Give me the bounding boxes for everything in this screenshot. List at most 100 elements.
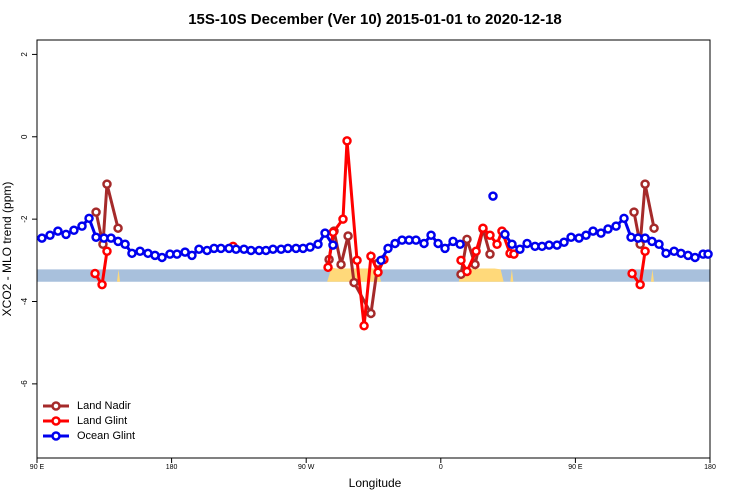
legend-label: Land Glint (77, 415, 127, 427)
data-point (507, 239, 517, 250)
data-point (328, 227, 338, 238)
data-point (383, 243, 393, 254)
data-point (500, 229, 510, 240)
data-point (61, 229, 71, 240)
data-point (268, 244, 278, 254)
x-tick-label: 90 E (568, 464, 583, 471)
data-point (231, 244, 241, 254)
legend-label: Land Nadir (77, 400, 131, 412)
x-tick-label: 180 (704, 464, 716, 471)
y-tick-label: -4 (20, 297, 29, 305)
data-point (611, 221, 621, 231)
data-point (283, 243, 293, 254)
data-point (246, 245, 256, 256)
data-point (91, 207, 101, 217)
land-area (510, 269, 514, 282)
data-point (37, 233, 47, 243)
data-point (97, 279, 107, 290)
data-point (135, 246, 145, 257)
x-tick-label: 180 (166, 464, 178, 471)
data-point (661, 248, 671, 259)
y-tick-label: 0 (20, 134, 29, 139)
data-point (90, 268, 100, 279)
x-tick-label: 90 W (298, 464, 315, 471)
data-point (342, 136, 352, 146)
data-point (492, 239, 502, 250)
y-tick-label: -6 (20, 380, 29, 388)
data-point (106, 233, 116, 243)
data-point (172, 249, 182, 259)
y-axis-label: XCO2 - MLO trend (ppm) (0, 182, 14, 317)
data-point (419, 238, 429, 249)
land-area (650, 269, 654, 282)
data-point (376, 255, 386, 266)
data-point (456, 255, 466, 266)
x-axis-label: Longitude (349, 476, 402, 490)
data-point (485, 249, 495, 259)
data-point (629, 207, 639, 217)
data-point (471, 246, 481, 257)
series-line (94, 183, 120, 245)
data-point (640, 179, 650, 189)
data-point (462, 234, 472, 245)
data-point (455, 239, 465, 250)
data-point (69, 225, 79, 236)
data-point (328, 240, 338, 250)
data-point (102, 179, 112, 189)
data-point (522, 238, 532, 249)
data-point (91, 232, 101, 243)
y-tick-label: 2 (20, 52, 29, 57)
data-point (102, 246, 112, 257)
x-tick-label: 90 E (30, 464, 45, 471)
data-point (649, 223, 659, 233)
data-point (515, 244, 525, 254)
data-point (349, 277, 359, 288)
data-point (366, 251, 376, 261)
data-point (352, 255, 362, 266)
chart-title: 15S-10S December (Ver 10) 2015-01-01 to … (188, 11, 562, 28)
data-point (559, 237, 569, 247)
y-tick-label: -2 (20, 215, 29, 223)
data-point (113, 223, 123, 233)
data-point (343, 231, 353, 241)
data-point (433, 238, 443, 249)
data-point (566, 232, 576, 243)
data-point (619, 213, 629, 224)
data-point (478, 223, 488, 233)
data-point (603, 224, 613, 234)
data-point (588, 226, 598, 236)
data-point (544, 240, 554, 250)
data-point (336, 259, 346, 270)
data-point (596, 228, 606, 238)
data-point (411, 235, 421, 245)
data-point (359, 321, 369, 331)
data-point (635, 279, 645, 290)
data-point (640, 246, 650, 257)
data-point (127, 248, 137, 259)
legend-marker (51, 431, 61, 441)
data-point (45, 230, 55, 240)
data-point (690, 252, 700, 263)
data-point (194, 244, 204, 254)
legend-marker (51, 401, 61, 411)
data-point (338, 214, 348, 224)
data-point (627, 268, 637, 279)
legend-marker (51, 416, 61, 426)
data-point (426, 230, 436, 240)
data-point (581, 230, 591, 240)
data-point (323, 262, 333, 273)
plot-frame (36, 39, 711, 459)
land-area (117, 269, 121, 282)
series-line (632, 183, 656, 245)
data-point (462, 266, 472, 277)
data-point (84, 213, 94, 224)
data-point (216, 243, 226, 254)
data-point (313, 239, 323, 250)
data-point (187, 250, 197, 261)
data-point (509, 249, 519, 259)
data-point (366, 308, 376, 319)
x-tick-label: 0 (439, 464, 443, 471)
data-point (77, 221, 87, 231)
data-point (120, 239, 130, 250)
